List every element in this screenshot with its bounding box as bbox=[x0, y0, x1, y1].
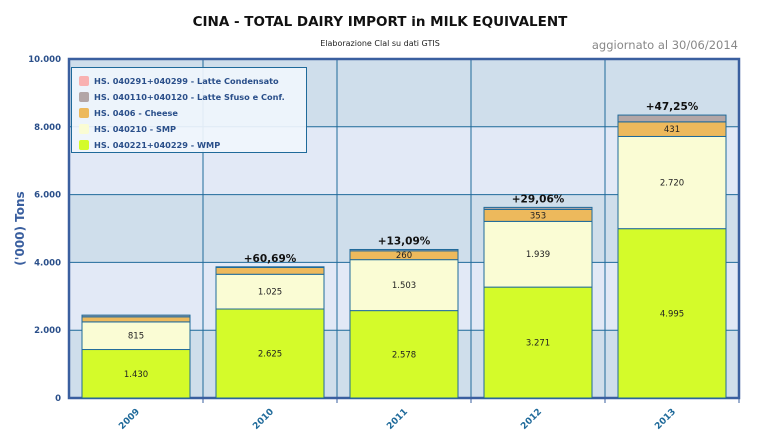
bar-segment bbox=[215, 308, 325, 399]
legend-label: HS. 0406 - Cheese bbox=[94, 107, 178, 118]
data-label: 1.430 bbox=[124, 370, 148, 380]
data-label: 431 bbox=[664, 125, 680, 135]
growth-label: +29,06% bbox=[512, 193, 565, 205]
chart-subtitle: Elaborazione Clal su dati GTIS bbox=[320, 39, 440, 48]
x-tick-label: 2011 bbox=[385, 407, 410, 432]
bar-segment bbox=[483, 286, 593, 399]
data-label: 2.625 bbox=[258, 350, 282, 360]
y-tick-label: 2.000 bbox=[34, 326, 61, 336]
y-tick-label: 10.000 bbox=[28, 55, 61, 65]
x-tick-label: 2009 bbox=[117, 407, 142, 432]
chart-title: CINA - TOTAL DAIRY IMPORT in MILK EQUIVA… bbox=[192, 14, 568, 30]
y-tick-label: 8.000 bbox=[34, 123, 61, 133]
legend-item: HS. 040291+040299 - Latte Condensato bbox=[72, 73, 306, 89]
bar-segment bbox=[215, 266, 325, 275]
data-label: 1.025 bbox=[258, 288, 282, 298]
x-tick-label: 2012 bbox=[519, 407, 544, 432]
bar-segment bbox=[349, 259, 459, 312]
legend: HS. 040291+040299 - Latte Condensato HS. … bbox=[71, 67, 307, 153]
growth-label: +13,09% bbox=[378, 235, 431, 247]
bar-segment bbox=[483, 206, 593, 210]
legend-item: HS. 040221+040229 - WMP bbox=[72, 137, 306, 153]
y-tick-label: 0 bbox=[55, 394, 61, 404]
y-axis-label: ('000) Tons bbox=[13, 191, 27, 265]
x-tick-label: 2013 bbox=[653, 407, 678, 432]
legend-swatch bbox=[79, 107, 89, 118]
legend-swatch bbox=[79, 91, 89, 102]
legend-item: HS. 0406 - Cheese bbox=[72, 105, 306, 121]
y-tick-label: 6.000 bbox=[34, 191, 61, 201]
data-label: 353 bbox=[530, 211, 546, 221]
legend-label: HS. 040110+040120 - Latte Sfuso e Conf. bbox=[94, 91, 285, 102]
x-tick-label: 2010 bbox=[251, 407, 276, 432]
updated-label: aggiornato al 30/06/2014 bbox=[591, 38, 738, 52]
bar-segment bbox=[81, 316, 191, 323]
data-label: 260 bbox=[396, 251, 412, 261]
bar-segment bbox=[81, 314, 191, 318]
bar-segment bbox=[617, 114, 727, 123]
bar-segment bbox=[215, 266, 325, 268]
bar-segment bbox=[81, 349, 191, 399]
data-label: 3.271 bbox=[526, 339, 550, 349]
legend-swatch bbox=[79, 139, 89, 150]
legend-item: HS. 040110+040120 - Latte Sfuso e Conf. bbox=[72, 89, 306, 105]
bar-segment bbox=[349, 248, 459, 252]
bar-segment bbox=[617, 228, 727, 399]
data-label: 1.503 bbox=[392, 281, 416, 291]
growth-label: +47,25% bbox=[646, 101, 699, 113]
bar-segment bbox=[483, 220, 593, 288]
legend-swatch bbox=[79, 75, 89, 86]
bar-segment bbox=[617, 135, 727, 230]
legend-label: HS. 040221+040229 - WMP bbox=[94, 139, 221, 150]
bar-segment bbox=[81, 321, 191, 351]
legend-item: HS. 040210 - SMP bbox=[72, 121, 306, 137]
legend-label: HS. 040210 - SMP bbox=[94, 123, 177, 134]
legend-label: HS. 040291+040299 - Latte Condensato bbox=[94, 75, 279, 86]
data-label: 2.720 bbox=[660, 179, 684, 189]
y-tick-label: 4.000 bbox=[34, 258, 61, 268]
data-label: 4.995 bbox=[660, 309, 684, 319]
data-label: 815 bbox=[128, 332, 144, 342]
data-label: 1.939 bbox=[526, 250, 550, 260]
data-label: 2.578 bbox=[392, 350, 416, 360]
legend-swatch bbox=[79, 123, 89, 134]
bar-segment bbox=[349, 310, 459, 399]
growth-label: +60,69% bbox=[244, 253, 297, 265]
